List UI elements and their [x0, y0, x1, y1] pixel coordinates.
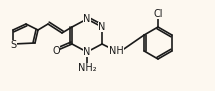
Text: N: N: [83, 47, 91, 57]
Text: S: S: [10, 40, 16, 50]
Text: NH₂: NH₂: [78, 63, 96, 73]
Text: N: N: [83, 14, 91, 24]
Text: Cl: Cl: [153, 9, 163, 19]
Text: NH: NH: [109, 46, 123, 56]
Text: O: O: [52, 46, 60, 56]
Text: N: N: [98, 22, 106, 32]
